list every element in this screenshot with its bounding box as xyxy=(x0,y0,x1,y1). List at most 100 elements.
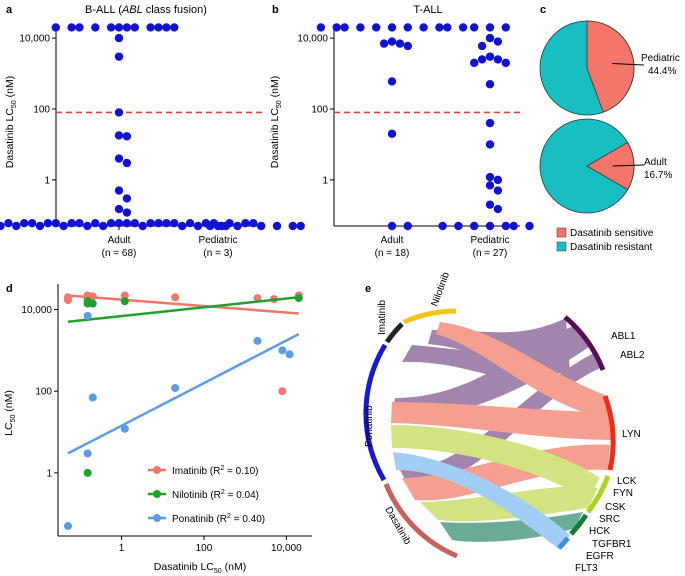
data-point xyxy=(403,41,412,51)
data-point xyxy=(525,221,534,231)
fit-line-ponatinib xyxy=(67,332,300,455)
data-point xyxy=(114,23,124,32)
data-point xyxy=(332,23,341,32)
label-abl2: ABL2 xyxy=(620,350,645,361)
x-tick-label: Pediatric xyxy=(471,235,510,246)
data-point xyxy=(221,221,231,231)
data-point xyxy=(138,221,147,231)
panel-b-title: T-ALL xyxy=(413,4,442,16)
label-src: SRC xyxy=(599,514,620,525)
pie-2-label: Adult xyxy=(644,157,667,168)
data-point xyxy=(193,221,203,231)
fit-line-imatinib xyxy=(67,294,299,315)
data-point xyxy=(387,37,397,46)
data-point-ponatinib xyxy=(63,522,72,531)
label-imatinib: Imatinib xyxy=(377,300,388,335)
data-point xyxy=(0,221,5,231)
data-point xyxy=(83,221,92,231)
data-point-nilotinib xyxy=(120,297,129,306)
panel-label-b: b xyxy=(272,4,279,16)
data-point xyxy=(493,175,503,185)
data-point-ponatinib xyxy=(88,393,97,402)
ribbon-ponatinib-flt3 xyxy=(393,452,570,550)
data-point xyxy=(470,58,479,68)
data-point-ponatinib xyxy=(278,346,287,355)
label-dasatinib: Dasatinib xyxy=(382,505,413,547)
data-point xyxy=(249,218,258,228)
data-point xyxy=(67,23,76,32)
legend-label: Ponatinib (R2 = 0.40) xyxy=(172,513,265,525)
label-csk: CSK xyxy=(605,502,626,513)
label-ponatinib: Ponatinib xyxy=(364,405,375,447)
data-point xyxy=(438,221,447,231)
panel-c-chart: Pediatric 44.4% Adult 16.7% Dasatinib se… xyxy=(539,20,680,253)
data-point-ponatinib xyxy=(253,336,262,345)
ribbon-nilotinib-lyn xyxy=(436,322,608,420)
data-point xyxy=(91,218,100,228)
pie-slice-sensitive xyxy=(586,20,635,113)
data-point-imatinib xyxy=(63,296,72,305)
panel-d-xlabel: Dasatinib LC50 (nM) xyxy=(154,561,246,575)
data-point xyxy=(122,132,132,141)
data-point xyxy=(485,23,495,32)
data-point xyxy=(114,108,124,117)
data-point-imatinib xyxy=(253,294,262,303)
data-point-ponatinib xyxy=(83,311,92,320)
x-tick-label: Adult xyxy=(108,235,131,246)
data-point xyxy=(458,23,468,32)
panel-b-chart: T-ALL Dasatinib LC50 (nM) 1 100 10,000 Adul… xyxy=(269,4,534,259)
data-point xyxy=(387,77,397,86)
data-point xyxy=(340,23,349,32)
data-point xyxy=(91,23,100,32)
data-point xyxy=(20,218,29,228)
data-point xyxy=(51,218,60,228)
data-point xyxy=(59,221,68,231)
data-point xyxy=(12,221,21,231)
panel-d-chart: LC50 (nM) Dasatinib LC50 (nM) 1 100 10,000… xyxy=(3,284,312,575)
data-point xyxy=(477,55,487,64)
data-point xyxy=(67,218,76,228)
panel-a-chart: B-ALL (ABL class fusion) Dasatinib LC50 … xyxy=(0,4,305,259)
x-tick-label: 10,000 xyxy=(271,543,302,554)
pie-leader-line xyxy=(612,62,645,66)
data-point-imatinib xyxy=(278,387,287,396)
label-fyn: FYN xyxy=(613,488,633,499)
panel-b-ylabel: Dasatinib LC50 (nM) xyxy=(269,76,283,168)
data-point xyxy=(154,23,163,32)
data-point xyxy=(387,221,397,231)
data-point xyxy=(435,23,444,32)
data-point xyxy=(114,218,124,228)
data-point xyxy=(296,221,305,231)
arc-hck-tgfbr1 xyxy=(569,513,589,536)
arc-nilotinib xyxy=(403,308,457,325)
arc-dasatinib xyxy=(383,483,458,559)
data-point xyxy=(485,118,495,128)
data-point xyxy=(233,221,242,231)
data-point xyxy=(185,218,195,228)
legend-marker xyxy=(153,466,161,474)
panel-a-ylabel: Dasatinib LC50 (nM) xyxy=(4,76,18,168)
pie-1-value: 44.4% xyxy=(648,66,676,77)
n-label: (n = 27) xyxy=(473,248,508,259)
data-point-ponatinib xyxy=(83,449,92,458)
y-tick-label: 1 xyxy=(322,175,328,186)
data-point xyxy=(272,221,282,231)
data-point xyxy=(493,186,503,195)
data-point xyxy=(403,23,412,32)
y-tick-label: 1 xyxy=(46,468,52,479)
data-point xyxy=(387,129,397,138)
data-point xyxy=(477,41,487,51)
pie-2-value: 16.7% xyxy=(644,170,672,181)
data-point xyxy=(99,221,108,231)
data-point-nilotinib xyxy=(294,294,303,303)
data-point xyxy=(454,221,463,231)
data-point xyxy=(501,23,510,32)
label-lck: LCK xyxy=(617,476,637,487)
y-tick-label: 100 xyxy=(33,104,50,115)
panel-label-e: e xyxy=(365,283,371,295)
data-point xyxy=(485,33,495,43)
data-point xyxy=(501,58,510,68)
y-tick-label: 1 xyxy=(44,175,50,186)
pie-slice-sensitive xyxy=(586,141,635,191)
legend-swatch-resistant xyxy=(556,241,567,252)
